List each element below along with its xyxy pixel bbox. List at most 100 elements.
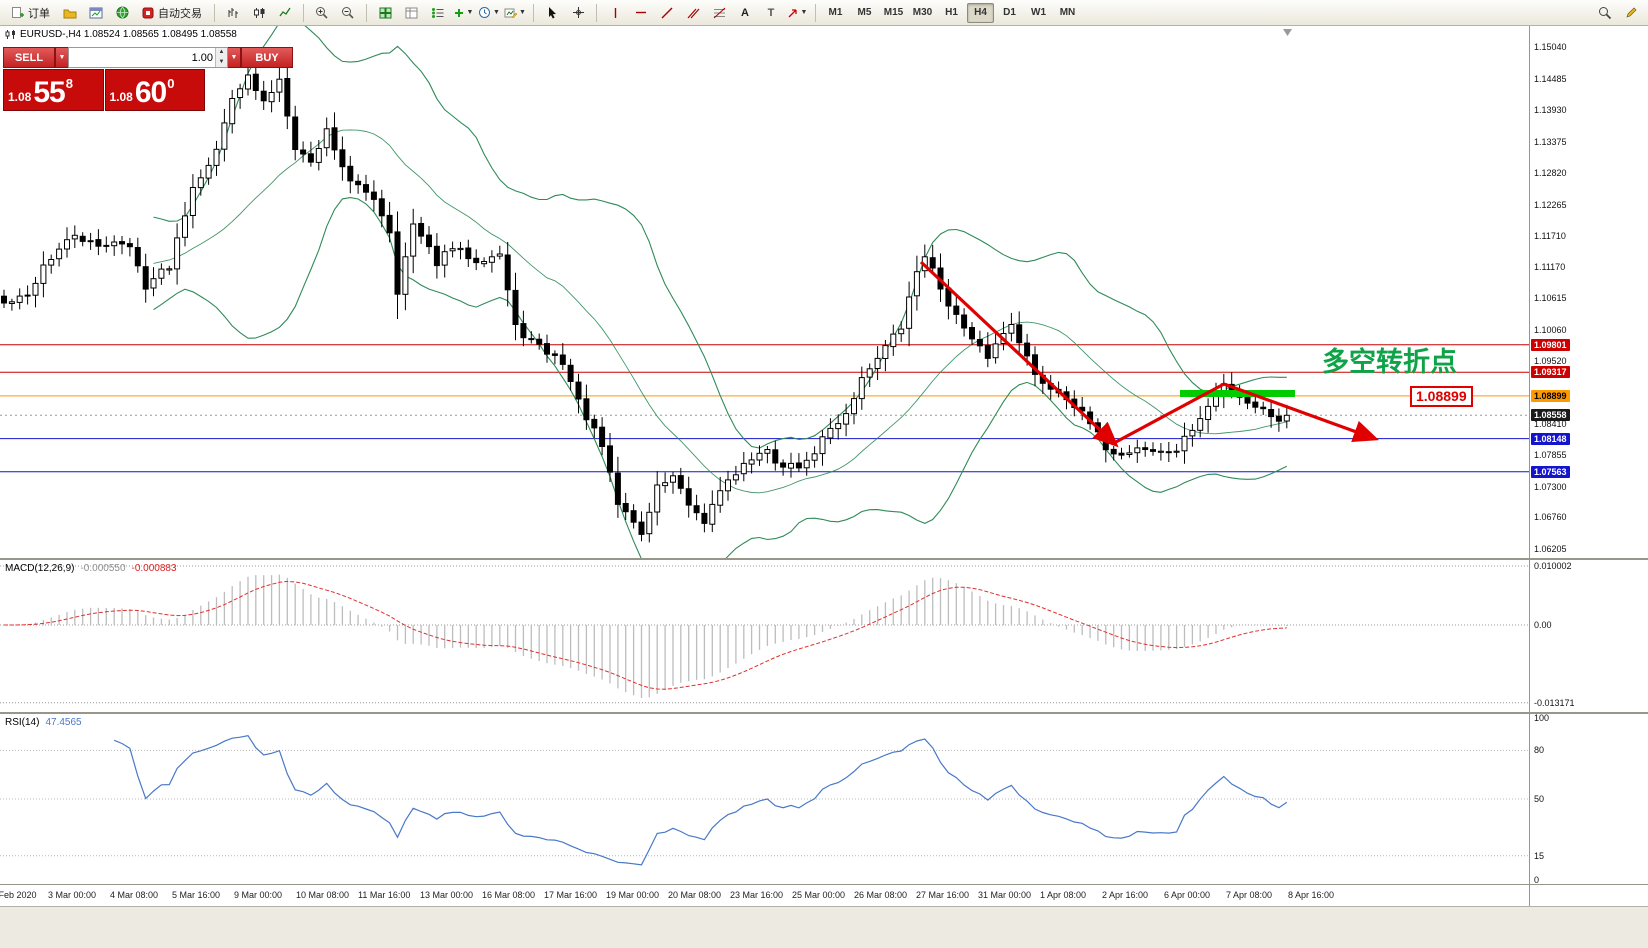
buy-options-dropdown[interactable]: ▼	[228, 47, 241, 68]
community-button[interactable]	[110, 2, 134, 24]
symbol-search-button[interactable]	[1593, 2, 1617, 24]
sell-options-dropdown[interactable]: ▼	[55, 47, 68, 68]
timeframe-m1-button[interactable]: M1	[828, 7, 843, 18]
timeframe-m5-button[interactable]: M5	[857, 7, 872, 18]
price-tag: 1.09317	[1531, 366, 1570, 379]
toolbar-separator	[366, 3, 367, 22]
price-axis[interactable]: 1.15040 1.14485 1.13930 1.13375 1.12820 1.122…	[1529, 26, 1648, 885]
profiles-button[interactable]	[58, 2, 82, 24]
pencil-icon	[1625, 7, 1636, 18]
price-tick: 1.10060	[1534, 324, 1567, 335]
price-tick: 1.09520	[1534, 355, 1567, 366]
volume-input[interactable]	[69, 48, 215, 67]
zoom-out-button[interactable]	[336, 2, 360, 24]
clock-icon	[479, 7, 491, 18]
time-tick-label: 6 Apr 00:00	[1164, 890, 1211, 900]
toolbar-separator	[214, 3, 215, 22]
chevron-down-icon: ▼	[493, 9, 500, 16]
autotrading-button[interactable]: 自动交易	[136, 2, 208, 24]
price-chart-area[interactable]	[0, 26, 1529, 558]
buy-price-box[interactable]: 1.08 60 0	[104, 69, 205, 111]
zoom-in-button[interactable]	[310, 2, 334, 24]
tile-windows-icon	[379, 7, 391, 18]
text-button[interactable]: A	[741, 6, 749, 19]
chart-window-button[interactable]	[84, 2, 108, 24]
horizontal-line-button[interactable]	[629, 2, 653, 24]
chevron-down-icon: ▼	[466, 9, 474, 16]
timeframe-h1-button[interactable]: H1	[945, 7, 958, 18]
rsi-header: RSI(14) 47.4565	[5, 717, 82, 728]
time-tick-label: 3 Mar 00:00	[48, 890, 97, 900]
macd-axis-tick: 0.00	[1534, 620, 1552, 630]
panel-splitter[interactable]	[0, 558, 1648, 560]
sell-price-box[interactable]: 1.08 55 8	[3, 69, 104, 111]
price-callout-label: 1.08899	[1410, 386, 1473, 407]
timeframe-m30-button[interactable]: M30	[912, 7, 933, 18]
rsi-panel[interactable]	[0, 714, 1529, 884]
timeframe-m15-button[interactable]: M15	[883, 7, 904, 18]
candlestick-chart-button[interactable]	[247, 2, 271, 24]
profiles-icon	[63, 9, 77, 18]
time-tick-label: 25 Mar 00:00	[792, 890, 846, 900]
chevron-down-icon: ▼	[519, 9, 526, 16]
fibonacci-button[interactable]	[707, 2, 731, 24]
timeframe-mn-button[interactable]: MN	[1059, 7, 1076, 18]
new-order-button[interactable]: 订单	[5, 2, 56, 24]
sell-price-prefix: 1.08	[8, 90, 32, 104]
channel-button[interactable]	[681, 2, 705, 24]
rsi-axis-tick: 0	[1534, 875, 1540, 885]
candlestick-chart-icon	[253, 7, 264, 18]
chart-shift-marker[interactable]	[1283, 29, 1292, 36]
autotrading-status-icon	[142, 7, 154, 18]
line-chart-button[interactable]	[273, 2, 297, 24]
timeframe-w1-button[interactable]: W1	[1031, 7, 1046, 18]
time-tick-label: 23 Mar 16:00	[730, 890, 784, 900]
rsi-label: RSI(14)	[5, 717, 40, 728]
price-tick: 1.07855	[1534, 450, 1567, 461]
timeframe-h4-button[interactable]: H4	[967, 2, 994, 23]
macd-panel[interactable]	[0, 560, 1529, 712]
price-tick: 1.10615	[1534, 293, 1567, 304]
autotrading-label: 自动交易	[158, 7, 202, 20]
cursor-button[interactable]	[540, 2, 564, 24]
time-tick-label: 7 Apr 08:00	[1226, 890, 1273, 900]
price-tag: 1.07563	[1531, 465, 1570, 478]
template-icon	[504, 8, 518, 18]
price-tick: 1.12820	[1534, 168, 1567, 179]
trendline-button[interactable]	[655, 2, 679, 24]
rsi-axis-tick: 15	[1534, 850, 1545, 861]
time-axis[interactable]: 28 Feb 2020 3 Mar 00:00 4 Mar 08:00 5 Mar 1…	[0, 884, 1529, 907]
sell-price-pip: 8	[65, 76, 73, 91]
zoom-in-icon	[316, 6, 328, 19]
periods-dropdown[interactable]: ▼	[477, 2, 501, 24]
rsi-axis-tick: 100	[1534, 713, 1550, 723]
volume-down-button[interactable]: ▼	[216, 57, 227, 67]
price-tag: 1.08899	[1531, 389, 1570, 402]
toolbar-right-group	[1592, 2, 1644, 24]
macd-main-value: -0.000550	[80, 563, 126, 574]
arrows-dropdown[interactable]: ▼	[785, 2, 809, 24]
add-indicator-dropdown[interactable]: ▼	[451, 2, 475, 24]
label-button[interactable]: T	[767, 6, 775, 19]
add-indicator-icon	[454, 8, 463, 17]
templates-dropdown[interactable]: ▼	[503, 2, 527, 24]
price-tick: 1.07300	[1534, 481, 1567, 492]
timeframe-d1-button[interactable]: D1	[1003, 7, 1016, 18]
bar-chart-button[interactable]	[221, 2, 245, 24]
new-order-label: 订单	[28, 7, 50, 20]
quick-edit-button[interactable]	[1619, 2, 1643, 24]
crosshair-button[interactable]	[566, 2, 590, 24]
chart-window-icon	[89, 7, 103, 18]
indicator-list-button[interactable]	[425, 2, 449, 24]
panel-splitter[interactable]	[0, 712, 1648, 714]
volume-box: ▲ ▼	[68, 47, 228, 68]
chevron-down-icon: ▼	[800, 9, 808, 16]
vertical-line-button[interactable]	[603, 2, 627, 24]
volume-up-button[interactable]: ▲	[216, 48, 227, 58]
buy-button[interactable]: BUY	[241, 47, 293, 68]
sell-button[interactable]: SELL	[3, 47, 55, 68]
tile-windows-button[interactable]	[373, 2, 397, 24]
data-window-button[interactable]	[399, 2, 423, 24]
time-tick-label: 1 Apr 08:00	[1040, 890, 1087, 900]
